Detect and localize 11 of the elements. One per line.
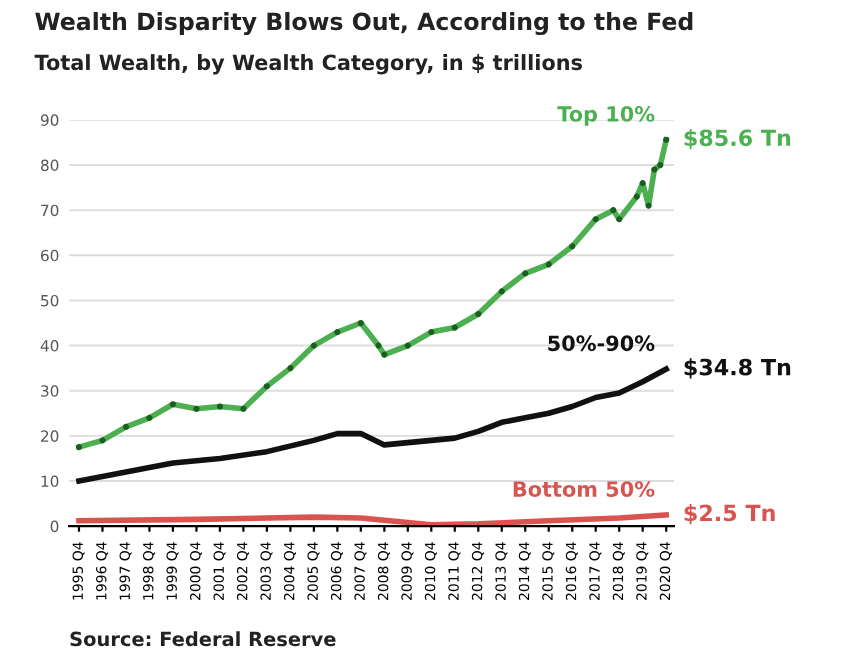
annotation: $85.6 Tn [684,128,791,150]
line-series [75,136,670,451]
line-series [76,366,669,484]
series-label: Top 10% [557,106,655,126]
annotation: $2.5 Tn [684,504,775,525]
source-note: Source: Federal Reserve [70,631,336,647]
series-label: Bottom 50% [513,481,655,497]
annotation: $34.8 Tn [684,358,791,379]
chart-title: Wealth Disparity Blows Out, According to the Fed [35,12,693,36]
series-label: 50%-90% [548,335,655,352]
chart-subtitle: Total Wealth, by Wealth Category, in $ trillions [34,54,582,75]
